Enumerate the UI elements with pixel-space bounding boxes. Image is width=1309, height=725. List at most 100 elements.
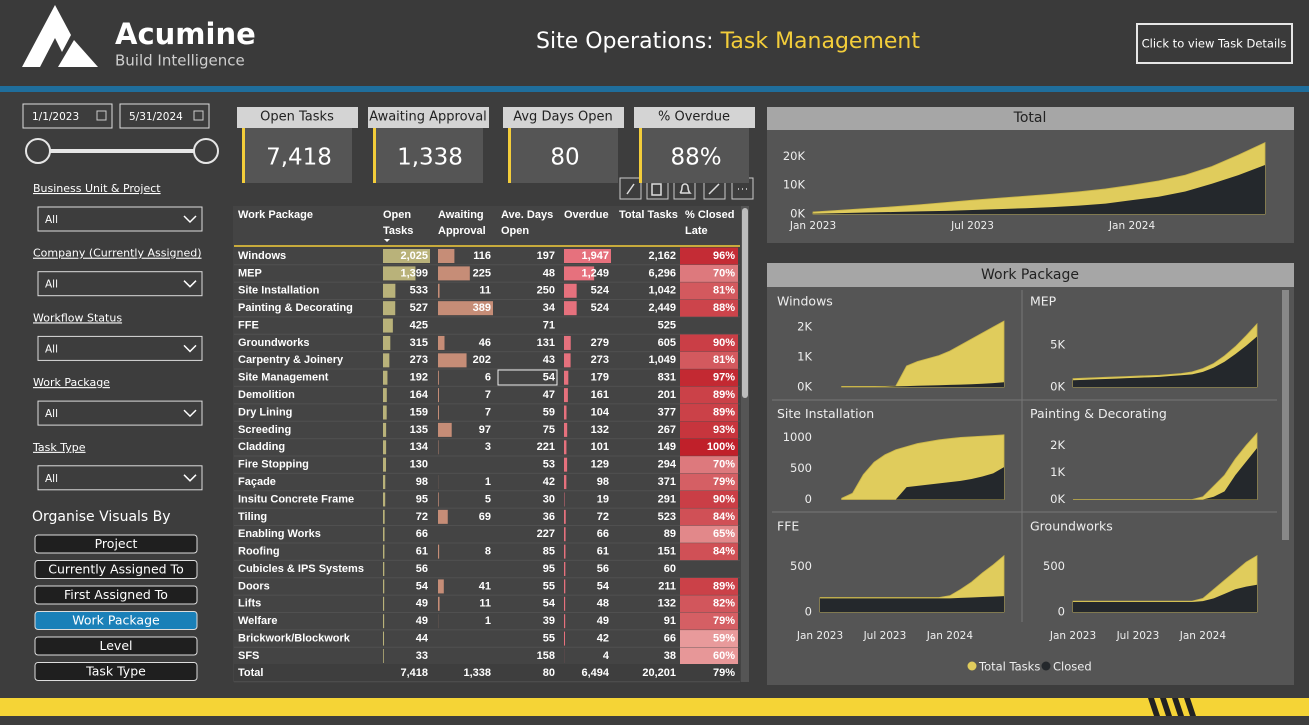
- data-bar: [564, 440, 567, 455]
- row-label: MEP: [238, 267, 262, 279]
- cell-value: 65%: [713, 528, 735, 540]
- panel-title: Windows: [777, 294, 833, 309]
- slicer-dropdown[interactable]: [37, 400, 203, 426]
- cell-value: 89%: [713, 580, 735, 592]
- data-bar: [564, 509, 566, 524]
- cell-value: 211: [658, 580, 676, 592]
- column-header: % Closed Late: [685, 209, 735, 237]
- pct-cell: [680, 647, 738, 665]
- data-bar: [438, 596, 440, 611]
- organise-button-label[interactable]: Project: [95, 536, 138, 551]
- header-rule: [0, 86, 1309, 92]
- details-button-label[interactable]: Click to view Task Details: [1142, 37, 1287, 51]
- cell-value: 89%: [713, 389, 735, 401]
- row-label: Lifts: [238, 598, 261, 610]
- column-header: Overdue: [564, 209, 609, 221]
- slider-handle[interactable]: [25, 138, 51, 164]
- scrollbar-thumb[interactable]: [742, 208, 748, 398]
- x-tick-label: Jul 2023: [863, 630, 907, 642]
- organise-button-label[interactable]: Currently Assigned To: [48, 562, 183, 577]
- cell-value: 221: [537, 441, 555, 453]
- data-bar: [564, 249, 611, 263]
- row-label: Enabling Works: [238, 528, 321, 540]
- cell-value: 91: [664, 615, 676, 627]
- row-label: Windows: [238, 250, 286, 262]
- cell-value: 294: [658, 459, 677, 471]
- cell-value: 66: [664, 632, 676, 644]
- slider-handle[interactable]: [193, 138, 219, 164]
- data-bar: [383, 405, 387, 420]
- date-value: 5/31/2024: [129, 111, 183, 123]
- data-bar: [383, 562, 385, 577]
- dropdown-chevron: [183, 280, 197, 288]
- data-bar: [564, 301, 577, 316]
- row-label: Welfare: [238, 615, 278, 627]
- organise-button-label[interactable]: First Assigned To: [64, 587, 168, 602]
- cell-value: 48: [543, 267, 555, 279]
- data-bar: [383, 457, 387, 472]
- y-tick-label: 2K: [1050, 438, 1065, 452]
- y-tick-label: 0: [805, 605, 812, 619]
- organise-button[interactable]: [34, 534, 198, 554]
- row-label: Site Installation: [238, 285, 320, 297]
- cell-value: 1,338: [463, 667, 491, 679]
- cell-value: 88%: [713, 302, 735, 314]
- pct-cell: [680, 264, 738, 282]
- data-bar: [383, 388, 387, 403]
- organise-button-label[interactable]: Work Package: [72, 613, 160, 628]
- data-bar: [564, 544, 566, 559]
- cell-value: 49: [416, 615, 428, 627]
- organise-button-label[interactable]: Level: [100, 638, 133, 653]
- column-header-text: Work Package: [238, 209, 314, 221]
- cell-value: 44: [416, 632, 429, 644]
- slicer-dropdown[interactable]: [37, 335, 203, 361]
- details-button[interactable]: [1136, 23, 1293, 64]
- slicer-dropdown[interactable]: [37, 206, 203, 232]
- cell-value: 291: [658, 493, 676, 505]
- table-panel: [233, 206, 741, 682]
- organise-button-label[interactable]: Task Type: [85, 664, 146, 679]
- column-header: Ave. Days Open: [501, 209, 553, 237]
- cell-value: 70%: [713, 267, 735, 279]
- cell-value: 225: [473, 267, 491, 279]
- row-label: Screeding: [238, 424, 291, 436]
- slicer-dropdown[interactable]: [37, 465, 203, 491]
- cell-value: 6,494: [581, 667, 609, 679]
- pct-cell: [680, 334, 738, 352]
- data-bar: [564, 422, 568, 437]
- logo-mark: [58, 40, 98, 67]
- dropdown-chevron: [183, 344, 197, 353]
- panel-title: FFE: [777, 519, 799, 534]
- area: [812, 141, 1266, 215]
- cell-value: 54: [597, 580, 610, 592]
- panel-title: Site Installation: [777, 406, 874, 421]
- row-label: SFS: [238, 650, 259, 662]
- y-tick-label: 0: [1058, 605, 1065, 619]
- column-header-text: Total Tasks: [619, 209, 678, 221]
- data-bar: [564, 405, 567, 420]
- cell-value: 134: [410, 441, 429, 453]
- data-bar: [564, 457, 568, 472]
- cell-value: 47: [543, 389, 555, 401]
- slicer-dropdown[interactable]: [37, 271, 203, 297]
- pct-cell: [680, 404, 738, 422]
- organise-button[interactable]: [34, 611, 198, 630]
- cell-value: 524: [591, 302, 610, 314]
- cell-value: 79%: [713, 667, 735, 679]
- organise-button[interactable]: [34, 560, 198, 579]
- cell-value: 95: [416, 493, 428, 505]
- cell-value: 130: [410, 459, 428, 471]
- organise-button[interactable]: [34, 662, 198, 681]
- kpi-value: 7,418: [266, 145, 332, 171]
- organise-button[interactable]: [34, 636, 198, 656]
- cell-value: 605: [658, 337, 676, 349]
- pct-cell: [680, 369, 738, 387]
- cell-value: 85: [543, 546, 555, 558]
- organise-button[interactable]: [34, 585, 198, 605]
- cell-value: 100%: [707, 441, 735, 453]
- row-label: Painting & Decorating: [238, 302, 353, 314]
- x-tick-label: Jan 2023: [796, 630, 843, 642]
- cell-value: 98: [416, 476, 428, 488]
- row-label: Doors: [238, 580, 270, 592]
